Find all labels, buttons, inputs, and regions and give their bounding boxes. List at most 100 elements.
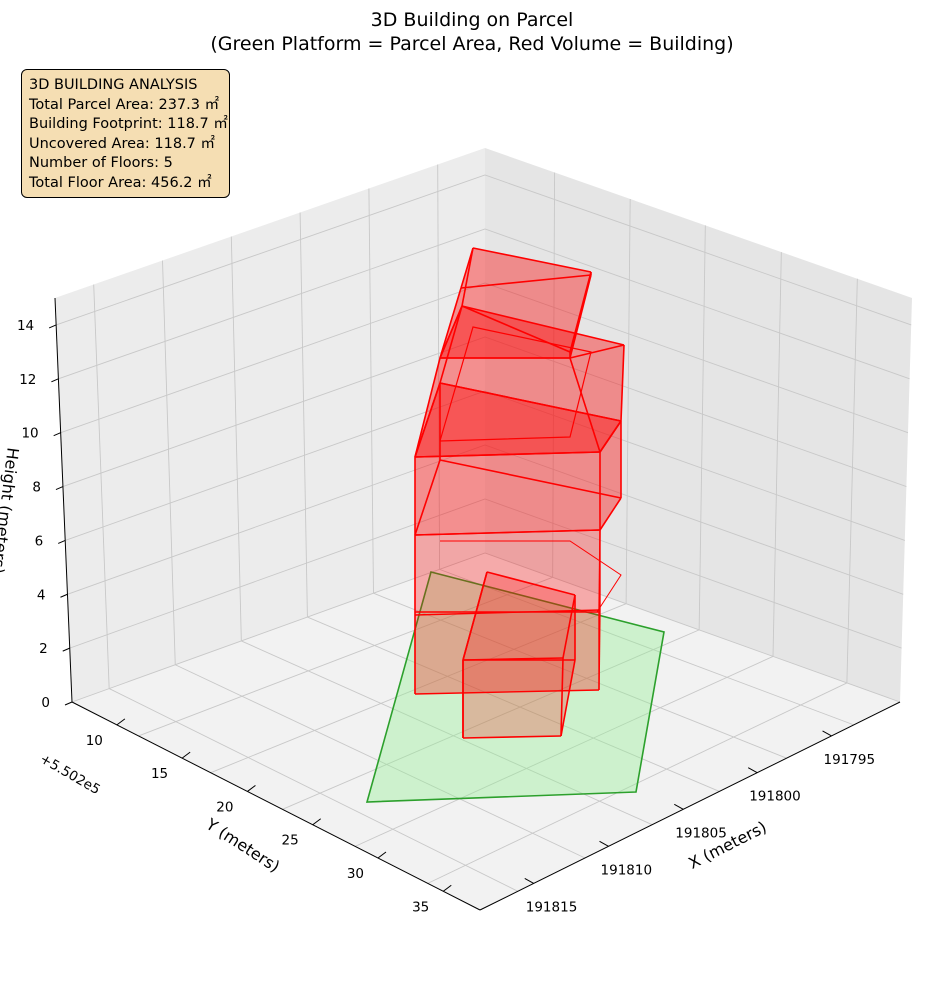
x-axis-line <box>479 701 901 911</box>
z-tick-label-4: 8 <box>32 480 41 496</box>
building-block-4-edge-9 <box>569 357 601 453</box>
info-line-parcel-area: Total Parcel Area: 237.3 ㎡ <box>29 96 220 113</box>
building-block-1-edge-10 <box>598 609 601 691</box>
building-block-3-edge-0 <box>414 529 601 536</box>
z-tick-2 <box>60 593 68 598</box>
building-block-4-face-3 <box>570 345 624 452</box>
building-volume <box>414 247 625 739</box>
building-block-5-face-1 <box>462 248 591 352</box>
building-inner-mid <box>440 540 622 613</box>
z-grid-7 <box>55 174 912 326</box>
building-block-1-edge-6 <box>414 609 601 616</box>
y-axis-line <box>71 701 481 911</box>
building-block-1-face-1 <box>415 530 600 615</box>
x-grid-wall-0 <box>552 172 556 578</box>
right-wall-pane <box>485 148 912 702</box>
building-block-5-edge-8 <box>439 305 463 359</box>
info-line-title: 3D BUILDING ANALYSIS <box>29 77 198 93</box>
info-line-floor-area: Total Floor Area: 456.2 ㎡ <box>29 174 212 191</box>
building-block-5-edge-2 <box>460 274 592 289</box>
x-tick-label-2: 191805 <box>675 825 727 841</box>
floor-pane <box>72 553 900 910</box>
x-tick-1 <box>747 767 758 774</box>
z-tick-4 <box>55 486 64 490</box>
building-block-5-edge-1 <box>569 274 592 359</box>
z-tick-label-3: 6 <box>35 533 44 549</box>
building-block-5-edge-5 <box>569 271 592 353</box>
building-block-2-face-3 <box>561 595 575 736</box>
y-tick-4 <box>377 851 387 859</box>
building-block-4-edge-0 <box>414 451 601 458</box>
building-block-5-edge-6 <box>472 247 592 273</box>
y-grid-floor-5 <box>108 688 518 892</box>
info-line-footprint: Building Footprint: 118.7 ㎡ <box>29 116 228 133</box>
building-block-2-face-0 <box>463 660 575 738</box>
building-block-4-edge-11 <box>439 305 463 384</box>
z-tick-1 <box>62 647 70 652</box>
building-block-2-edge-8 <box>462 571 488 661</box>
building-block-1-face-0 <box>415 612 599 694</box>
z-tick-label-1: 2 <box>39 641 48 657</box>
building-block-3-face-5 <box>415 383 440 535</box>
z-tick-5 <box>53 432 61 437</box>
y-axis-label: Y (meters) <box>202 814 283 876</box>
z-tick-3 <box>58 539 66 544</box>
x-tick-2 <box>674 803 684 810</box>
building-block-2-edge-1 <box>560 659 576 737</box>
building-block-4-edge-3 <box>414 382 441 458</box>
building-block-4-edge-8 <box>414 357 441 458</box>
building-block-3-face-0 <box>415 460 621 535</box>
z-tick-label-5: 10 <box>21 426 38 442</box>
z-tick-label-2: 4 <box>37 587 46 603</box>
building-block-3-edge-1 <box>599 497 622 531</box>
z-axis-line <box>54 297 73 703</box>
building-block-4-face-5 <box>415 306 462 457</box>
x-tick-label-4: 191815 <box>526 899 578 915</box>
building-block-5 <box>439 247 592 359</box>
info-line-floors: Number of Floors: 5 <box>29 155 173 172</box>
building-block-4-face-1 <box>440 306 624 358</box>
building-block-2-edge-6 <box>462 657 564 661</box>
x-tick-0 <box>822 730 832 737</box>
x-tick-3 <box>599 840 609 847</box>
info-line-uncovered: Uncovered Area: 118.7 ㎡ <box>29 135 216 152</box>
z-grid-1 <box>69 498 902 649</box>
building-block-3 <box>414 382 622 536</box>
building-block-4-edge-6 <box>461 305 625 346</box>
y-grid-wall-5 <box>93 284 110 689</box>
building-block-1-face-2 <box>415 530 600 612</box>
building-block-5-edge-3 <box>439 287 462 359</box>
y-grid-wall-2 <box>299 212 308 618</box>
y-tick-2 <box>247 785 256 792</box>
z-grid-4 <box>62 336 907 487</box>
y-grid-floor-4 <box>175 664 586 859</box>
z-axis-label: Height (meters) <box>0 447 23 575</box>
z-grid-2 <box>67 444 904 595</box>
x-grid-wall-2 <box>698 225 706 630</box>
z-tick-label-6: 12 <box>19 372 36 388</box>
x-tick-label-1: 191800 <box>749 789 801 805</box>
building-block-3-edge-2 <box>439 459 622 499</box>
x-grid-floor-2 <box>282 629 700 810</box>
building-block-3-edge-3 <box>414 459 441 536</box>
y-grid-floor-0 <box>439 568 854 726</box>
y-tick-0 <box>116 718 126 726</box>
y-tick-label-4: 30 <box>347 866 364 882</box>
building-block-4-edge-10 <box>620 344 625 422</box>
building-block-1-face-4 <box>415 610 600 694</box>
x-grid-floor-1 <box>210 603 627 774</box>
z-tick-label-0: 0 <box>41 695 50 711</box>
building-block-1 <box>414 529 601 695</box>
axes-panes <box>55 148 912 910</box>
z-grid-6 <box>58 228 910 380</box>
chart-title-line1: 3D Building on Parcel <box>371 9 574 31</box>
x-grid-floor-0 <box>138 576 553 737</box>
y-grid-wall-4 <box>162 260 176 665</box>
chart-title-line2: (Green Platform = Parcel Area, Red Volum… <box>210 33 733 55</box>
z-tick-0 <box>64 701 73 706</box>
building-block-2-face-1 <box>463 572 575 660</box>
x-tick-label-3: 191810 <box>601 862 653 878</box>
y-tick-label-1: 15 <box>151 766 168 782</box>
y-tick-label-3: 25 <box>282 833 299 849</box>
